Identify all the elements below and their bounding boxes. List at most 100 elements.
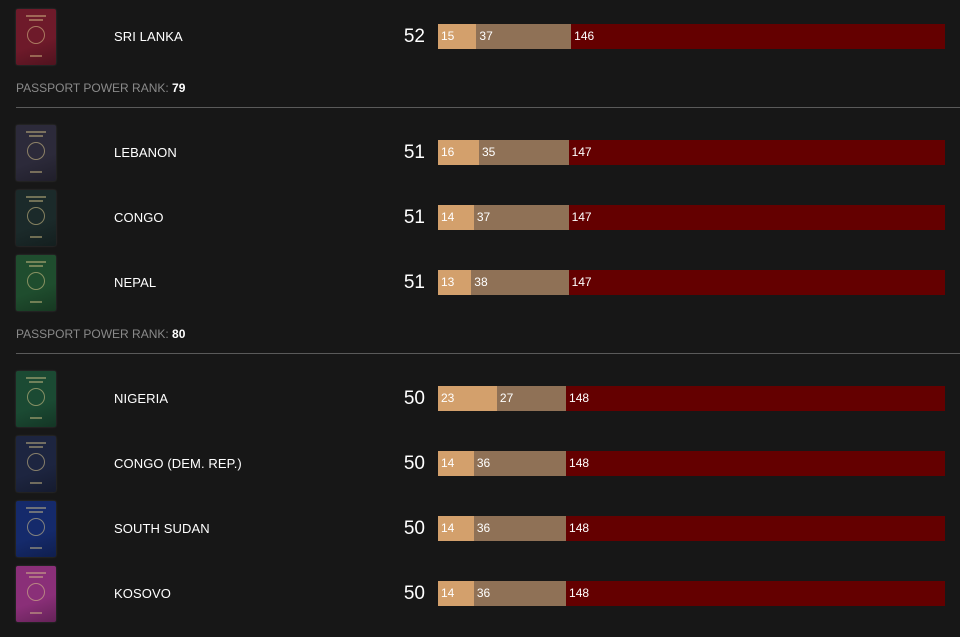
country-name[interactable]: KOSOVO bbox=[114, 586, 171, 601]
visa-free-segment: 15 bbox=[438, 24, 477, 49]
passport-text-line bbox=[29, 200, 43, 202]
country-name[interactable]: CONGO bbox=[114, 210, 164, 225]
visa-required-segment: 148 bbox=[566, 386, 945, 411]
rank-label-text: PASSPORT POWER RANK: bbox=[16, 81, 169, 95]
visa-breakdown-bar: 23 27 148 bbox=[438, 386, 945, 411]
passport-text-line bbox=[26, 196, 46, 198]
mobility-score: 51 bbox=[403, 272, 425, 293]
passport-text-line bbox=[26, 261, 46, 263]
rank-divider bbox=[16, 353, 960, 354]
passport-cover-image[interactable] bbox=[16, 501, 56, 557]
passport-text-line bbox=[29, 381, 43, 383]
country-name[interactable]: CONGO (DEM. REP.) bbox=[114, 456, 242, 471]
visa-required-segment: 147 bbox=[568, 270, 945, 295]
passport-text-line bbox=[26, 15, 46, 17]
passport-emblem-icon bbox=[27, 583, 45, 601]
passport-text-line bbox=[29, 511, 43, 513]
passport-emblem-icon bbox=[27, 26, 45, 44]
country-row[interactable]: CONGO (DEM. REP.) 50 14 36 148 bbox=[0, 436, 960, 492]
country-row[interactable]: SRI LANKA 52 15 37 146 bbox=[0, 9, 960, 65]
visa-on-arrival-segment: 36 bbox=[473, 581, 567, 606]
visa-required-segment: 147 bbox=[568, 205, 945, 230]
passport-power-rank-label: PASSPORT POWER RANK: 80 bbox=[16, 326, 185, 342]
visa-required-segment: 148 bbox=[566, 581, 945, 606]
visa-required-segment: 146 bbox=[571, 24, 945, 49]
passport-text-line bbox=[30, 236, 42, 238]
passport-emblem-icon bbox=[27, 142, 45, 160]
rank-label-text: PASSPORT POWER RANK: bbox=[16, 327, 169, 341]
passport-text-line bbox=[26, 442, 46, 444]
passport-text-line bbox=[26, 507, 46, 509]
country-name[interactable]: NEPAL bbox=[114, 275, 157, 290]
country-row[interactable]: NEPAL 51 13 38 147 bbox=[0, 255, 960, 311]
mobility-score: 50 bbox=[403, 453, 425, 474]
passport-text-line bbox=[29, 19, 43, 21]
passport-text-line bbox=[29, 446, 43, 448]
passport-cover-image[interactable] bbox=[16, 255, 56, 311]
passport-emblem-icon bbox=[27, 453, 45, 471]
passport-text-line bbox=[30, 482, 42, 484]
country-row[interactable]: NIGERIA 50 23 27 148 bbox=[0, 371, 960, 427]
country-name[interactable]: SRI LANKA bbox=[114, 29, 183, 44]
passport-text-line bbox=[26, 131, 46, 133]
visa-required-segment: 147 bbox=[568, 140, 945, 165]
mobility-score: 50 bbox=[403, 518, 425, 539]
passport-emblem-icon bbox=[27, 272, 45, 290]
country-row[interactable]: LEBANON 51 16 35 147 bbox=[0, 125, 960, 181]
visa-on-arrival-segment: 37 bbox=[476, 24, 572, 49]
passport-cover-image[interactable] bbox=[16, 125, 56, 181]
passport-text-line bbox=[29, 135, 43, 137]
visa-on-arrival-segment: 36 bbox=[473, 451, 567, 476]
visa-free-segment: 13 bbox=[438, 270, 472, 295]
passport-cover-image[interactable] bbox=[16, 190, 56, 246]
passport-text-line bbox=[29, 265, 43, 267]
passport-emblem-icon bbox=[27, 518, 45, 536]
passport-text-line bbox=[26, 572, 46, 574]
visa-breakdown-bar: 15 37 146 bbox=[438, 24, 945, 49]
passport-emblem-icon bbox=[27, 388, 45, 406]
visa-breakdown-bar: 14 36 148 bbox=[438, 451, 945, 476]
rank-divider bbox=[16, 107, 960, 108]
visa-on-arrival-segment: 38 bbox=[471, 270, 569, 295]
visa-free-segment: 14 bbox=[438, 451, 474, 476]
passport-cover-image[interactable] bbox=[16, 9, 56, 65]
passport-power-rank-label: PASSPORT POWER RANK: 79 bbox=[16, 80, 185, 96]
passport-cover-image[interactable] bbox=[16, 371, 56, 427]
passport-emblem-icon bbox=[27, 207, 45, 225]
country-row[interactable]: CONGO 51 14 37 147 bbox=[0, 190, 960, 246]
visa-required-segment: 148 bbox=[566, 451, 945, 476]
passport-text-line bbox=[29, 576, 43, 578]
mobility-score: 50 bbox=[403, 583, 425, 604]
visa-on-arrival-segment: 27 bbox=[496, 386, 567, 411]
mobility-score: 52 bbox=[403, 26, 425, 47]
country-name[interactable]: SOUTH SUDAN bbox=[114, 521, 210, 536]
passport-text-line bbox=[30, 171, 42, 173]
passport-cover-image[interactable] bbox=[16, 436, 56, 492]
country-name[interactable]: NIGERIA bbox=[114, 391, 169, 406]
visa-required-segment: 148 bbox=[566, 516, 945, 541]
visa-free-segment: 16 bbox=[438, 140, 479, 165]
mobility-score: 51 bbox=[403, 207, 425, 228]
rank-number: 80 bbox=[172, 327, 186, 341]
visa-on-arrival-segment: 37 bbox=[473, 205, 569, 230]
passport-text-line bbox=[26, 377, 46, 379]
passport-text-line bbox=[30, 547, 42, 549]
visa-on-arrival-segment: 35 bbox=[478, 140, 569, 165]
visa-free-segment: 14 bbox=[438, 205, 474, 230]
country-row[interactable]: KOSOVO 50 14 36 148 bbox=[0, 566, 960, 622]
visa-breakdown-bar: 13 38 147 bbox=[438, 270, 945, 295]
mobility-score: 51 bbox=[403, 142, 425, 163]
visa-free-segment: 14 bbox=[438, 581, 474, 606]
visa-breakdown-bar: 16 35 147 bbox=[438, 140, 945, 165]
passport-text-line bbox=[30, 301, 42, 303]
visa-breakdown-bar: 14 36 148 bbox=[438, 581, 945, 606]
visa-breakdown-bar: 14 36 148 bbox=[438, 516, 945, 541]
visa-free-segment: 14 bbox=[438, 516, 474, 541]
passport-text-line bbox=[30, 612, 42, 614]
country-row[interactable]: SOUTH SUDAN 50 14 36 148 bbox=[0, 501, 960, 557]
country-name[interactable]: LEBANON bbox=[114, 145, 177, 160]
passport-cover-image[interactable] bbox=[16, 566, 56, 622]
passport-text-line bbox=[30, 417, 42, 419]
mobility-score: 50 bbox=[403, 388, 425, 409]
visa-on-arrival-segment: 36 bbox=[473, 516, 567, 541]
